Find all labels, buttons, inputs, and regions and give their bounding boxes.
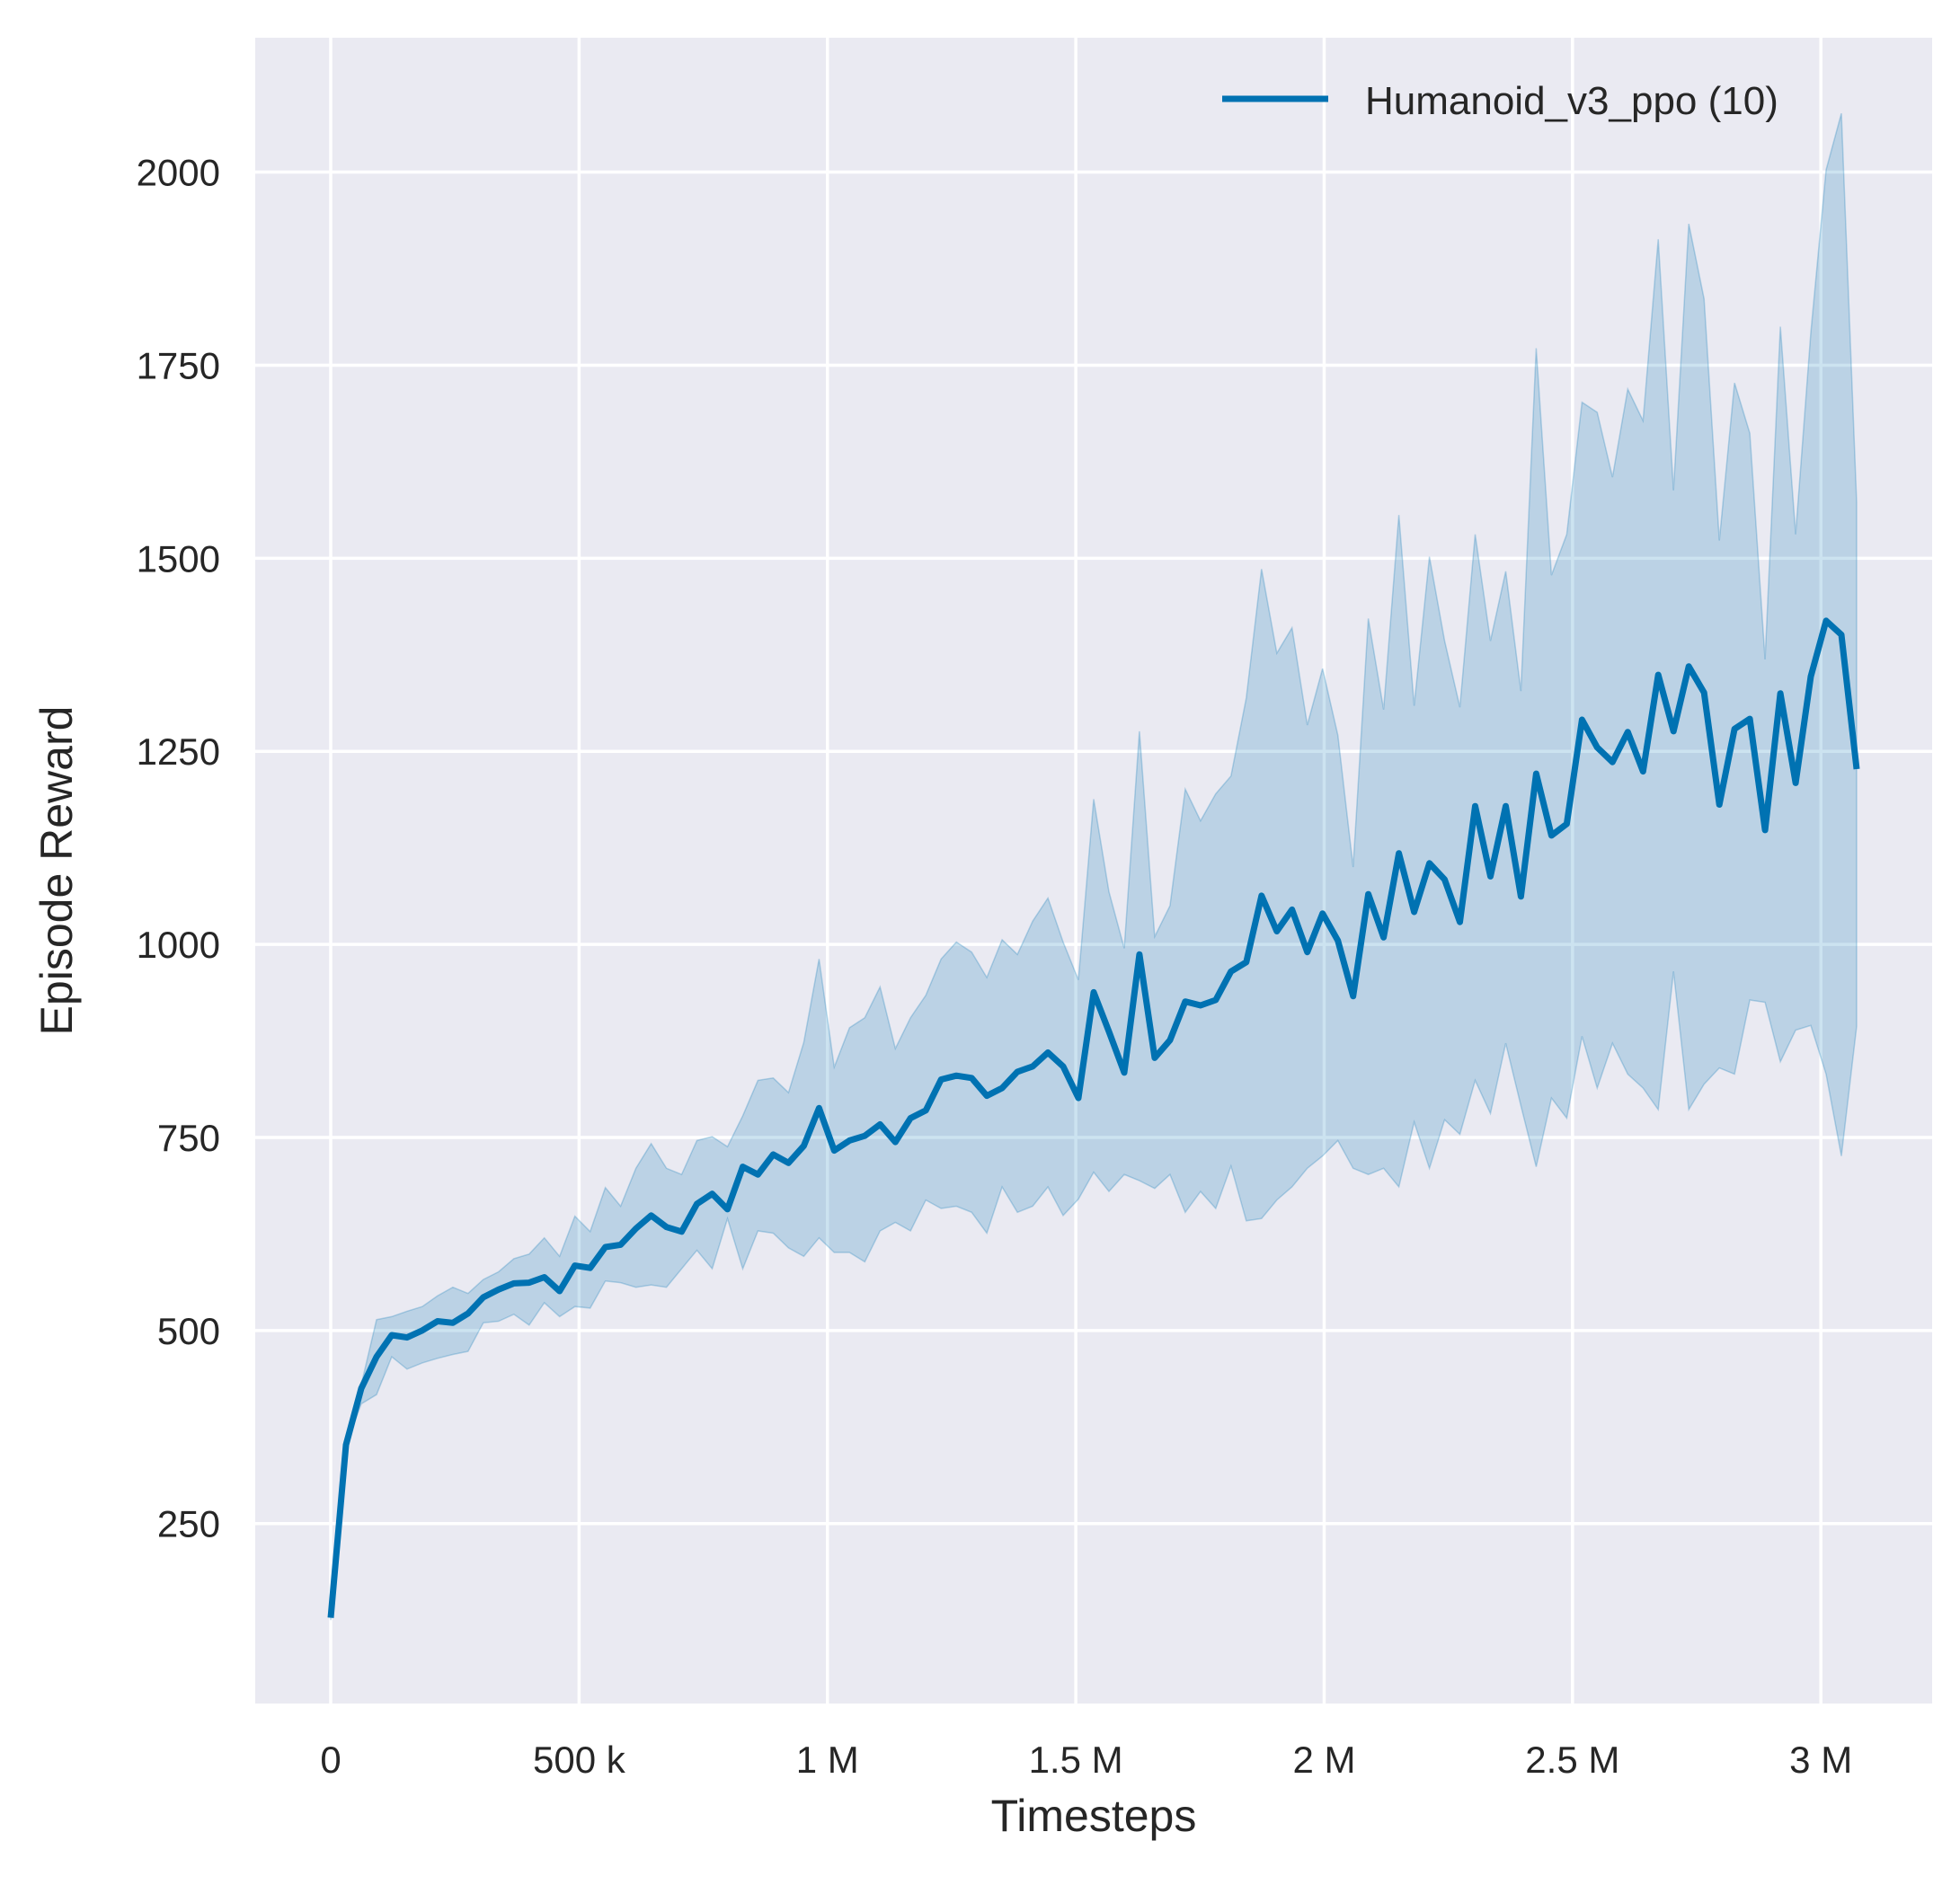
grid-lines xyxy=(255,38,1932,1704)
y-tick-label: 750 xyxy=(157,1117,220,1159)
y-tick-label: 1000 xyxy=(137,924,220,966)
y-axis-label: Episode Reward xyxy=(31,706,82,1036)
confidence-band xyxy=(330,113,1858,1621)
x-tick-label: 3 M xyxy=(1789,1739,1852,1781)
x-tick-labels: 0 500 k 1 M 1.5 M 2 M 2.5 M 3 M xyxy=(320,1739,1852,1781)
x-axis-label: Timesteps xyxy=(991,1791,1197,1841)
series-marks xyxy=(327,113,1860,1621)
y-tick-label: 500 xyxy=(157,1310,220,1352)
x-tick-label: 0 xyxy=(320,1739,341,1781)
x-tick-label: 1 M xyxy=(796,1739,859,1781)
x-tick-label: 2 M xyxy=(1292,1739,1355,1781)
plot-background xyxy=(255,38,1932,1704)
y-tick-label: 1750 xyxy=(137,344,220,386)
legend: Humanoid_v3_ppo (10) xyxy=(1222,79,1778,123)
y-tick-label: 250 xyxy=(157,1503,220,1545)
x-tick-label: 2.5 M xyxy=(1525,1739,1619,1781)
y-tick-labels: 250 500 750 1000 1250 1500 1750 2000 xyxy=(137,152,220,1545)
x-tick-label: 500 k xyxy=(533,1739,626,1781)
y-tick-label: 1250 xyxy=(137,730,220,773)
y-tick-label: 2000 xyxy=(137,152,220,194)
x-tick-label: 1.5 M xyxy=(1029,1739,1123,1781)
y-tick-label: 1500 xyxy=(137,537,220,580)
legend-label: Humanoid_v3_ppo (10) xyxy=(1365,79,1778,123)
